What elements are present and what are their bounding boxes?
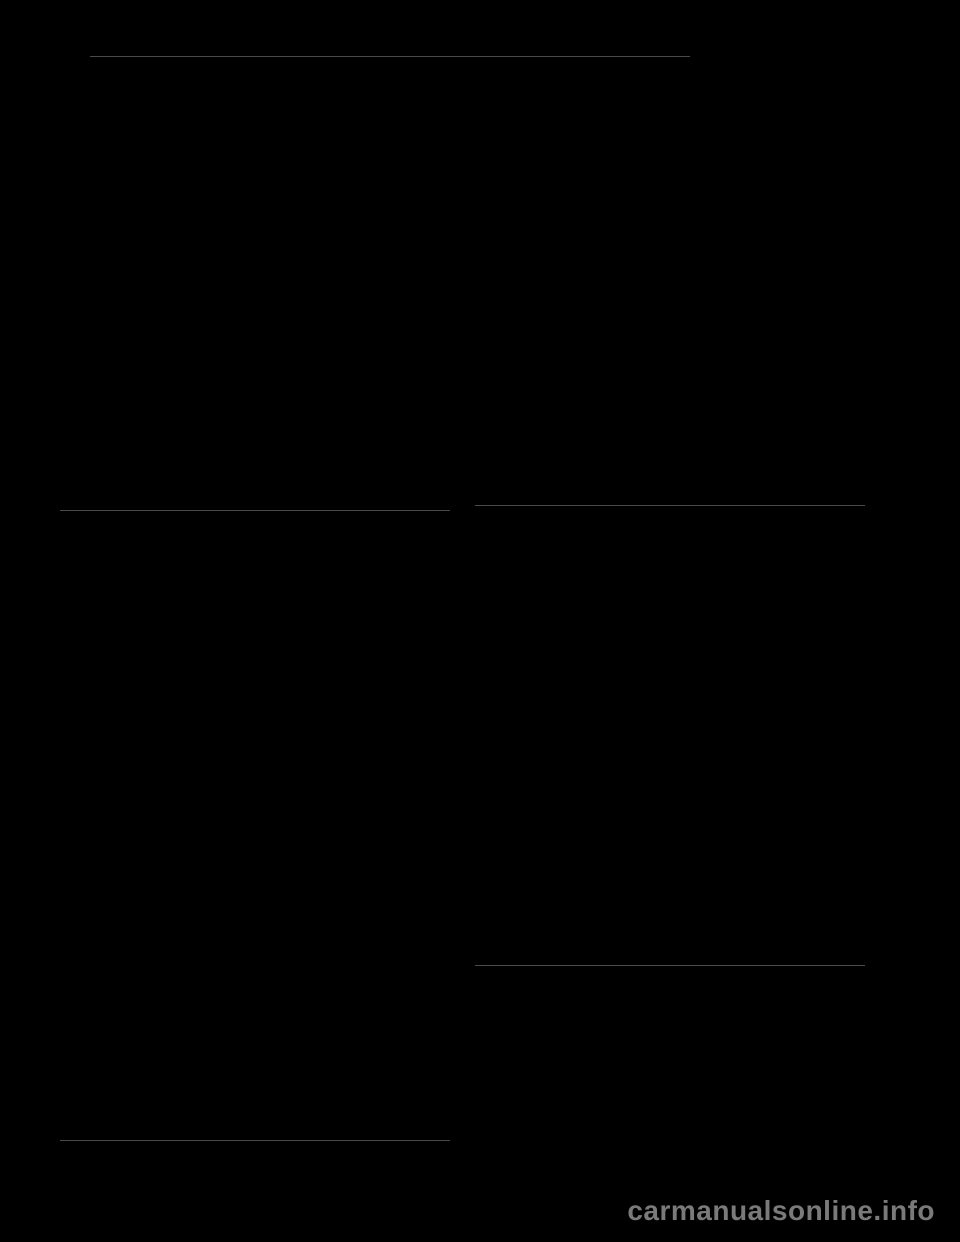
section-divider-right-2 xyxy=(475,965,865,966)
section-divider-left-1 xyxy=(60,510,450,511)
section-divider-right-1 xyxy=(475,505,865,506)
watermark-text: carmanualsonline.info xyxy=(627,1195,935,1227)
manual-page: carmanualsonline.info xyxy=(0,0,960,1242)
header-divider xyxy=(90,56,690,57)
section-divider-left-2 xyxy=(60,1140,450,1141)
